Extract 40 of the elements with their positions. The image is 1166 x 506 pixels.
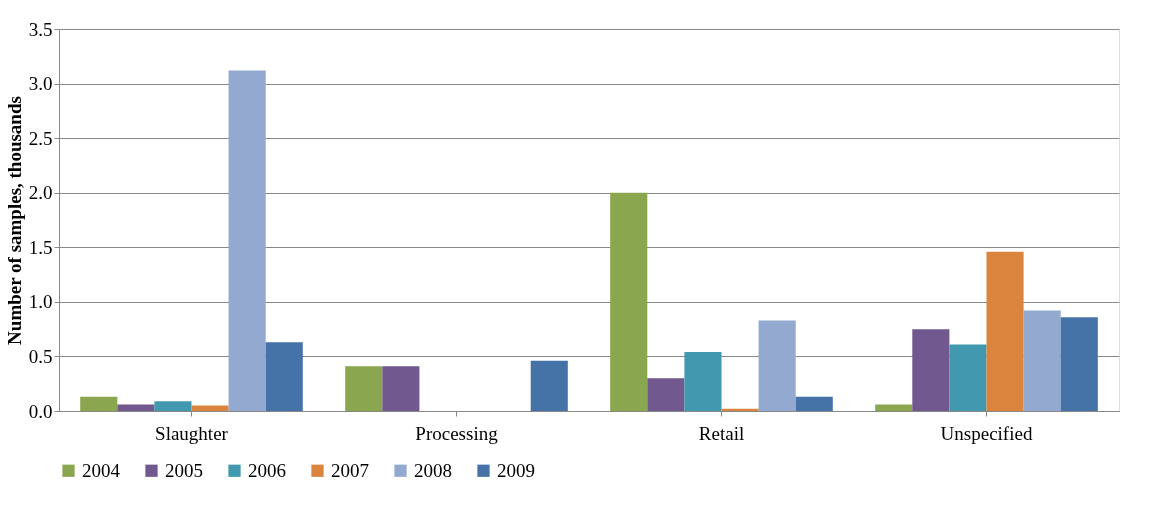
y-tick-label: 3.5 — [28, 18, 53, 40]
bar — [154, 401, 192, 411]
bar — [647, 378, 685, 411]
legend-label: 2006 — [248, 459, 286, 481]
bar — [721, 408, 759, 411]
bar — [345, 366, 383, 411]
bar — [875, 404, 913, 411]
bar — [191, 405, 229, 411]
y-tick-label: 2.0 — [28, 182, 53, 204]
bar — [117, 404, 155, 411]
bar — [80, 396, 118, 411]
y-tick-label: 0.0 — [28, 400, 53, 422]
bar — [684, 352, 722, 411]
y-tick-label: 0.5 — [28, 345, 53, 367]
bar — [949, 344, 987, 411]
legend-label: 2007 — [331, 459, 369, 481]
bar — [1023, 310, 1061, 411]
y-tick-label: 2.5 — [28, 127, 53, 149]
bar — [228, 70, 266, 411]
bar — [758, 320, 796, 411]
bar — [265, 342, 303, 411]
x-tick-label: Retail — [698, 422, 745, 444]
legend-label: 2005 — [165, 459, 203, 481]
bar — [795, 396, 833, 411]
x-tick-label: Unspecified — [940, 422, 1033, 444]
x-tick-label: Slaughter — [155, 422, 229, 444]
bar — [986, 251, 1024, 411]
legend-label: 2009 — [497, 459, 535, 481]
bar — [1060, 317, 1098, 411]
bar — [530, 360, 568, 411]
bar — [382, 366, 420, 411]
legend-label: 2004 — [82, 459, 121, 481]
y-axis-title: Number of samples, thousands — [3, 96, 25, 345]
x-tick-label: Processing — [415, 422, 499, 444]
y-tick-label: 1.5 — [28, 236, 53, 258]
bar — [610, 192, 648, 411]
y-tick-label: 1.0 — [28, 291, 53, 313]
y-tick-label: 3.0 — [28, 73, 53, 95]
legend-label: 2008 — [414, 459, 452, 481]
bar — [912, 329, 950, 411]
